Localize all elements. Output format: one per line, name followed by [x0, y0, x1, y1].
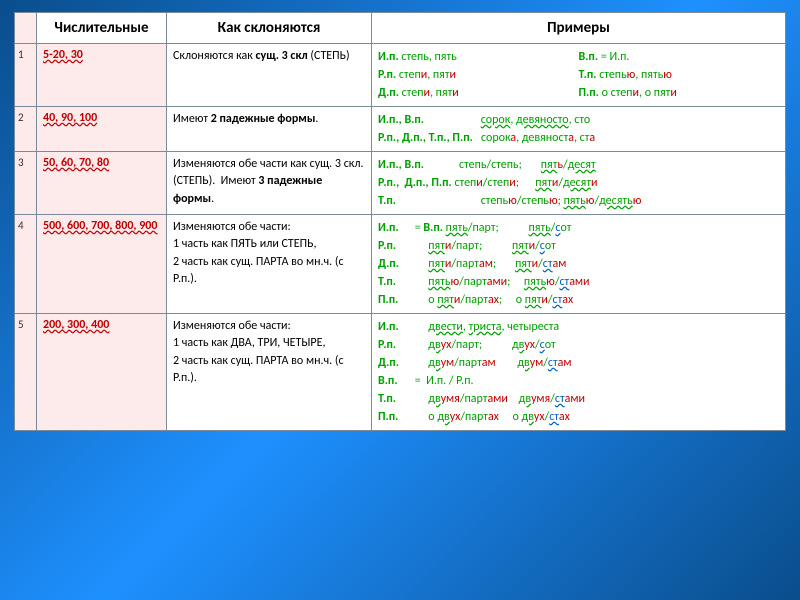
header-numerals: Числительные: [37, 13, 167, 44]
examples-cell: И.п. двести, триста, четырестаР.п. двух/…: [372, 314, 786, 431]
examples-cell: И.п. = В.п. пять/парт; пять/сотР.п. пяти…: [372, 215, 786, 314]
numerals-cell: 5-20, 30: [37, 44, 167, 107]
numerals-cell: 500, 600, 700, 800, 900: [37, 215, 167, 314]
how-cell: Изменяются обе части:1 часть как ДВА, ТР…: [167, 314, 372, 431]
how-cell: Склоняются как сущ. 3 скл (СТЕПЬ): [167, 44, 372, 107]
examples-cell: И.п. степь, пять Р.п. степи, пяти Д.п. с…: [372, 44, 786, 107]
numerals-cell: 50, 60, 70, 80: [37, 152, 167, 215]
header-blank: [15, 13, 37, 44]
row-index: 1: [15, 44, 37, 107]
examples-cell: И.п., В.п. степь/степь; пять/десят Р.п.,…: [372, 152, 786, 215]
numerals-cell: 200, 300, 400: [37, 314, 167, 431]
table-row: 1 5-20, 30 Склоняются как сущ. 3 скл (СТ…: [15, 44, 786, 107]
header-examples: Примеры: [372, 13, 786, 44]
header-row: Числительные Как склоняются Примеры: [15, 13, 786, 44]
row-index: 5: [15, 314, 37, 431]
numerals-cell: 40, 90, 100: [37, 107, 167, 152]
how-cell: Изменяются обе части:1 часть как ПЯТЬ ил…: [167, 215, 372, 314]
table-row: 2 40, 90, 100 Имеют 2 падежные формы. И.…: [15, 107, 786, 152]
row-index: 3: [15, 152, 37, 215]
how-cell: Имеют 2 падежные формы.: [167, 107, 372, 152]
table-row: 5 200, 300, 400 Изменяются обе части:1 ч…: [15, 314, 786, 431]
how-cell: Изменяются обе части как сущ. 3 скл. (СТ…: [167, 152, 372, 215]
row-index: 2: [15, 107, 37, 152]
declension-table: Числительные Как склоняются Примеры 1 5-…: [14, 12, 786, 431]
table-row: 4 500, 600, 700, 800, 900 Изменяются обе…: [15, 215, 786, 314]
row-index: 4: [15, 215, 37, 314]
table-row: 3 50, 60, 70, 80 Изменяются обе части ка…: [15, 152, 786, 215]
header-how: Как склоняются: [167, 13, 372, 44]
examples-cell: И.п., В.п. сорок, девяносто, сто Р.п., Д…: [372, 107, 786, 152]
